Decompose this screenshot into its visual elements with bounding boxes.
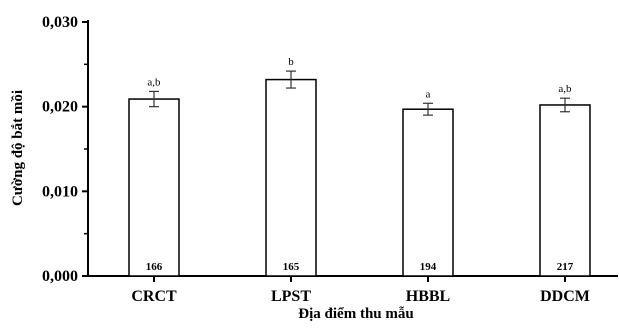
bars [128,70,591,277]
bar-ddcm [539,104,591,277]
sample-size-label: 166 [146,261,163,273]
sample-size-label: 217 [557,261,574,273]
x-tick-label: HBBL [406,288,450,305]
y-tick-label: 0,000 [42,268,78,285]
x-tick-label: LPST [271,288,311,305]
x-tick-label: DDCM [540,288,590,305]
bar-crct [128,98,180,277]
x-axis-title: Địa điểm thu mẫu [298,306,413,322]
y-tick-label: 0,030 [42,14,78,31]
labels: a,b 166 CRCT b 165 LPST a 194 HBBL a,b 217 DDCM [131,56,590,305]
y-tick-label: 0,020 [42,99,78,116]
sample-size-label: 194 [420,261,437,273]
y-axis-title: Cường độ bắt mồi [10,90,26,206]
significance-label: a,b [147,76,161,88]
bar-hbbl [402,108,454,277]
sample-size-label: 165 [283,261,300,273]
significance-label: a [426,88,431,100]
significance-label: a,b [558,83,572,95]
y-tick-label: 0,010 [42,183,78,200]
bar-lpst [265,78,317,277]
x-tick-label: CRCT [131,288,177,305]
significance-label: b [288,56,294,68]
